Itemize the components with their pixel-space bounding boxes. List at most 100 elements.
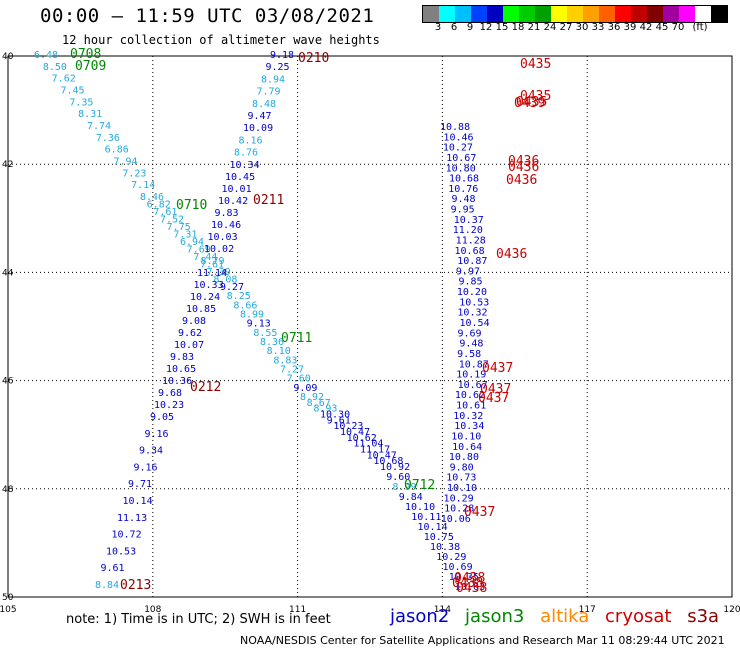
swh-value-label: 10.68: [373, 456, 403, 467]
swh-value-label: 8.99: [393, 482, 417, 493]
swh-value-label: 10.73: [446, 473, 476, 484]
swh-value-label: 8.48: [252, 99, 276, 110]
swh-value-label: 9.13: [247, 319, 271, 330]
swh-value-label: 10.36: [162, 376, 192, 387]
swh-value-label: 7.60: [287, 374, 311, 385]
lon-tick-label: 105: [0, 605, 17, 615]
swh-value-label: 9.08: [182, 316, 206, 327]
swh-value-label: 10.03: [208, 232, 238, 243]
swh-value-label: 10.19: [456, 370, 486, 381]
swh-value-label: 7.75: [167, 222, 191, 233]
swh-value-label: 10.47: [367, 450, 397, 461]
swh-value-label: 10.24: [190, 292, 220, 303]
swh-value-label: 9.61: [327, 415, 351, 426]
swh-value-label: 8.16: [239, 135, 263, 146]
swh-value-label: 10.32: [457, 308, 487, 319]
map-subtitle: 12 hour collection of altimeter wave hei…: [62, 33, 380, 47]
swh-value-label: 8.55: [253, 328, 277, 339]
pass-time-label: 0212: [190, 380, 221, 395]
swh-value-label: 10.67: [458, 380, 488, 391]
color-scale-label: 36: [607, 22, 621, 33]
swh-value-label: 6.86: [105, 145, 129, 156]
swh-value-label: 10.02: [204, 244, 234, 255]
swh-value-label: 8.93: [313, 404, 337, 415]
color-swatch: [663, 6, 679, 22]
swh-value-label: 8.36: [260, 337, 284, 348]
color-swatch: [647, 6, 663, 22]
pass-time-label: 0711: [281, 331, 312, 346]
swh-value-label: 10.11: [411, 512, 441, 523]
swh-value-label: 7.39: [207, 267, 231, 278]
swh-value-label: 7.44: [193, 252, 217, 263]
pass-time-label: 0213: [120, 578, 151, 593]
swh-value-label: 6.48: [34, 50, 58, 61]
swh-value-label: 10.07: [174, 340, 204, 351]
pass-time-label: 0439: [514, 96, 545, 111]
swh-value-label: 10.14: [123, 496, 153, 507]
swh-value-label: 10.14: [418, 522, 448, 533]
swh-value-label: 10.42: [218, 196, 248, 207]
lat-tick-label: 40: [2, 52, 14, 62]
color-scale-label: 33: [591, 22, 605, 33]
pass-time-label: 0435: [520, 57, 551, 72]
swh-value-label: 9.27: [220, 282, 244, 293]
swh-value-label: 7.94: [114, 157, 138, 168]
legend-jason3: jason3: [465, 606, 525, 627]
swh-value-label: 7.61: [200, 260, 224, 271]
swh-value-label: 9.34: [139, 446, 163, 457]
pass-time-label: 0438: [452, 576, 483, 591]
swh-value-label: 10.10: [451, 431, 481, 442]
pass-time-label: 0436: [496, 247, 527, 262]
swh-value-label: 7.52: [160, 215, 184, 226]
swh-value-label: 10.72: [112, 530, 142, 541]
color-scale-label: 24: [543, 22, 557, 33]
legend-cryosat: cryosat: [605, 606, 672, 627]
color-swatch: [631, 6, 647, 22]
color-scale-label: 18: [511, 22, 525, 33]
swh-value-label: 8.10: [267, 346, 291, 357]
swh-value-label: 8.46: [140, 192, 164, 203]
swh-value-label: 11.28: [456, 235, 486, 246]
swh-value-label: 9.09: [293, 383, 317, 394]
color-scale-label: 45: [655, 22, 669, 33]
swh-value-label: 10.75: [424, 532, 454, 543]
swh-value-label: 9.48: [459, 339, 483, 350]
color-scale-label: 30: [575, 22, 589, 33]
swh-value-label: 8.84: [95, 580, 119, 591]
color-swatch: [535, 6, 551, 22]
color-scale-label: 39: [623, 22, 637, 33]
swh-value-label: 10.10: [447, 483, 477, 494]
swh-value-label: 10.09: [243, 123, 273, 134]
swh-value-label: 9.25: [266, 62, 290, 73]
lat-tick-label: 50: [2, 593, 14, 603]
swh-value-label: 11.14: [197, 268, 227, 279]
swh-value-label: 8.67: [307, 398, 331, 409]
swh-value-label: 11.20: [453, 225, 483, 236]
color-scale-label: 15: [495, 22, 509, 33]
swh-value-label: 10.80: [446, 163, 476, 174]
swh-value-label: 11.13: [117, 513, 147, 524]
swh-value-label: 10.64: [452, 442, 482, 453]
swh-value-label: 11.17: [360, 445, 390, 456]
lat-tick-label: 46: [2, 377, 14, 387]
swh-value-label: 9.83: [215, 208, 239, 219]
swh-value-label: 10.23: [333, 421, 363, 432]
color-swatch: [423, 6, 439, 22]
pass-time-label: 0438: [456, 581, 487, 596]
swh-value-label: 9.83: [170, 352, 194, 363]
swh-value-label: 9.84: [399, 492, 423, 503]
swh-value-label: 9.18: [270, 50, 294, 61]
color-scale-label: 21: [527, 22, 541, 33]
color-swatch: [551, 6, 567, 22]
swh-value-label: 10.29: [436, 552, 466, 563]
swh-value-label: 7.62: [52, 74, 76, 85]
color-swatch: [503, 6, 519, 22]
color-scale-label: 9: [466, 22, 474, 33]
swh-value-label: 7.14: [131, 180, 155, 191]
pass-time-label: 0435: [520, 89, 551, 104]
pass-time-label: 0437: [482, 361, 513, 376]
color-scale-label: 70: [671, 22, 685, 33]
swh-value-label: 7.23: [122, 168, 146, 179]
swh-value-label: 9.58: [457, 349, 481, 360]
color-swatch: [455, 6, 471, 22]
